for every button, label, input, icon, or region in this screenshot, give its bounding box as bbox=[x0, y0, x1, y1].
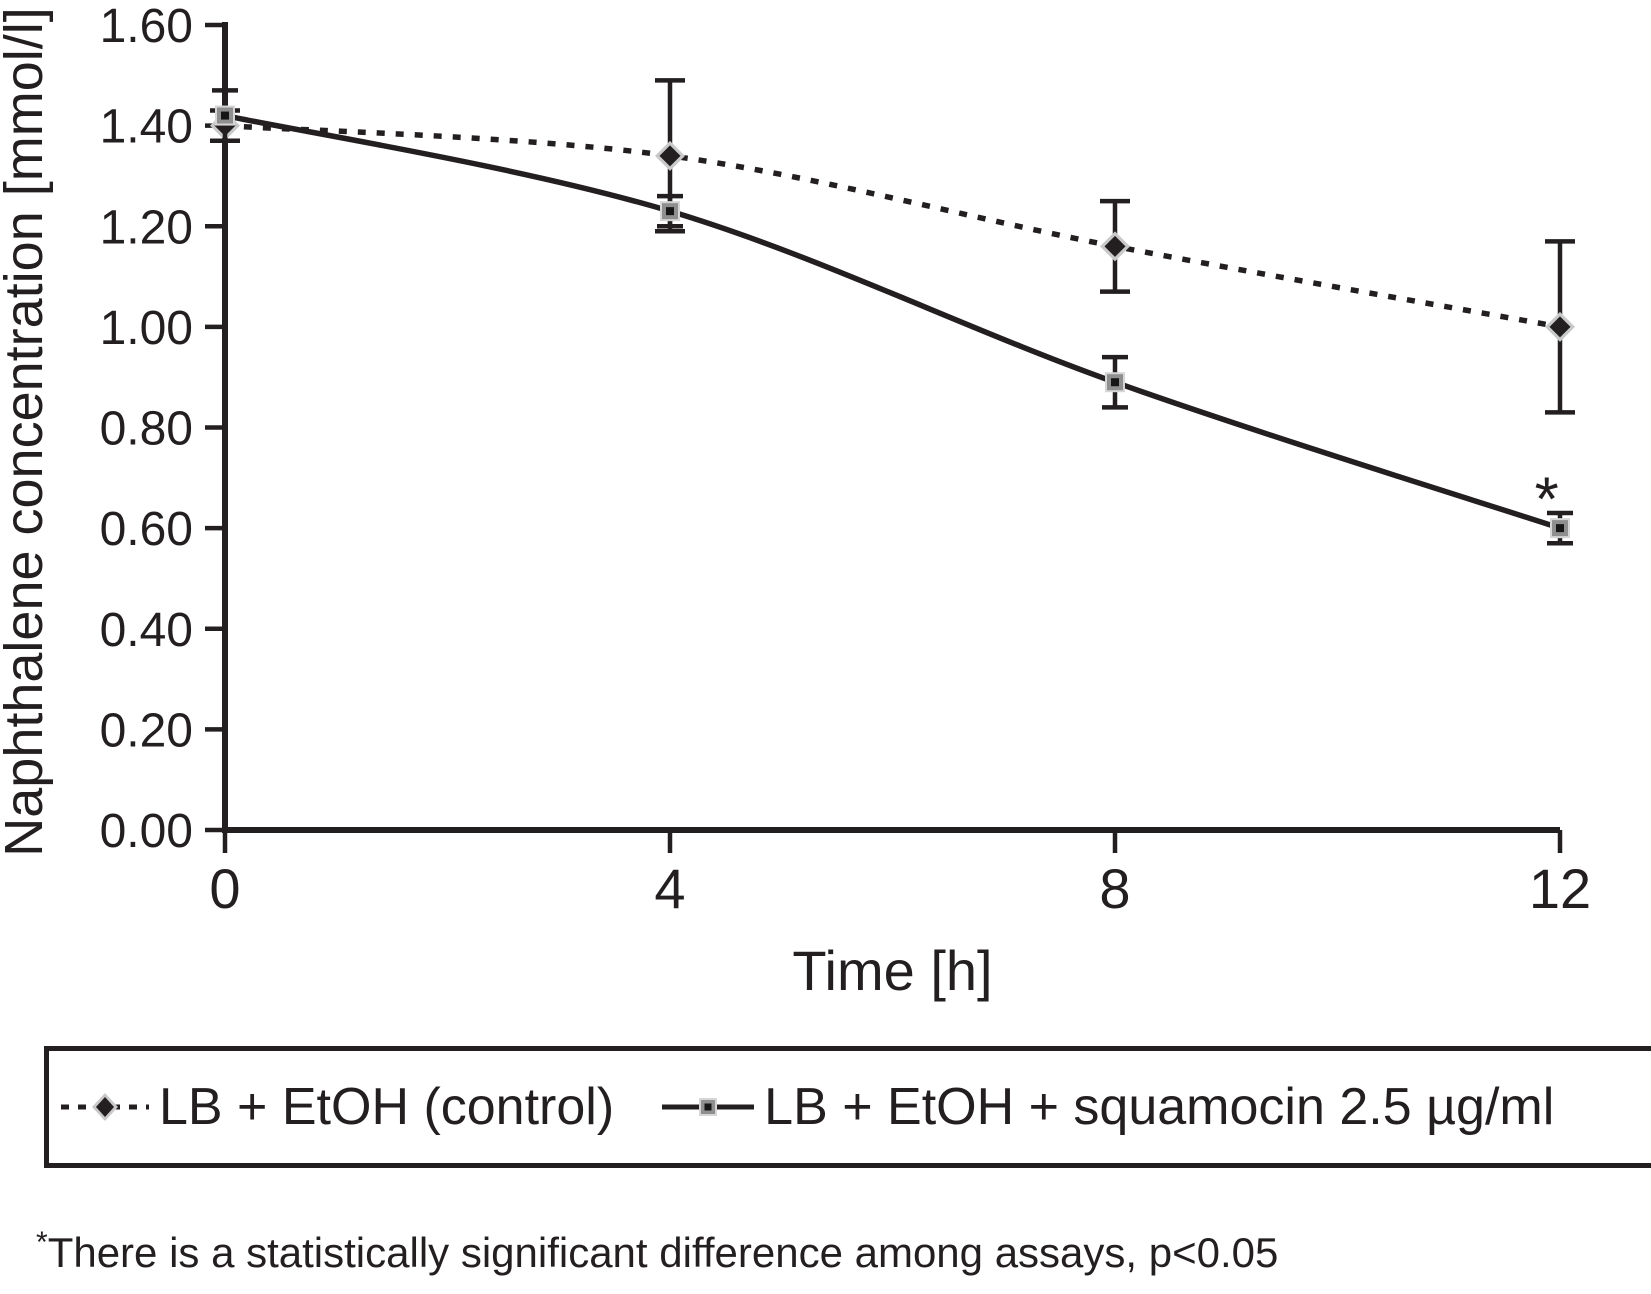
square-marker-icon bbox=[1111, 378, 1119, 387]
series-1-markers bbox=[215, 105, 1570, 539]
x-axis-title: Time [h] bbox=[792, 939, 992, 1002]
series-0-line bbox=[224, 122, 1561, 330]
diamond-dotted-marker-icon bbox=[61, 1093, 149, 1121]
y-tick-label: 0.80 bbox=[100, 403, 193, 456]
x-tick-label: 12 bbox=[1529, 857, 1591, 920]
x-tick-label: 4 bbox=[654, 857, 685, 920]
x-tick-label: 8 bbox=[1099, 857, 1130, 920]
legend: LB + EtOH (control) LB + EtOH + squamoci… bbox=[44, 1046, 1651, 1168]
y-tick-label: 1.60 bbox=[100, 0, 193, 53]
significance-asterisk: * bbox=[1535, 466, 1559, 535]
square-marker-icon bbox=[666, 207, 674, 216]
y-tick-label: 0.40 bbox=[100, 604, 193, 657]
series-1-line bbox=[224, 112, 1561, 531]
y-axis-title: Naphthalene concentration [mmol/l] bbox=[0, 7, 54, 856]
footnote-text: There is a statistically significant dif… bbox=[47, 1229, 1279, 1276]
y-tick-label: 1.20 bbox=[100, 201, 193, 254]
diamond-marker-icon bbox=[1549, 316, 1571, 338]
x-axis: 0 4 8 12 bbox=[209, 827, 1591, 920]
y-tick-label: 0.00 bbox=[100, 805, 193, 858]
legend-label-control: LB + EtOH (control) bbox=[159, 1078, 615, 1136]
x-tick-label: 0 bbox=[209, 857, 240, 920]
legend-entry-squamocin: LB + EtOH + squamocin 2.5 µg/ml bbox=[660, 1081, 1554, 1133]
footnote-asterisk: * bbox=[36, 1226, 48, 1259]
y-tick-label: 0.60 bbox=[100, 503, 193, 556]
square-marker-icon bbox=[221, 111, 229, 120]
line-chart: 0.00 0.20 0.40 0.60 0.80 1.00 1.20 1.40 1.60 0 4 8 1… bbox=[0, 0, 1591, 1002]
y-axis: 0.00 0.20 0.40 0.60 0.80 1.00 1.20 1.40 1.60 bbox=[100, 0, 228, 858]
y-tick-label: 1.00 bbox=[100, 302, 193, 355]
series-1-error-bars bbox=[212, 88, 1573, 546]
series-0-error-bars bbox=[210, 78, 1575, 415]
legend-label-squamocin: LB + EtOH + squamocin 2.5 µg/ml bbox=[764, 1078, 1555, 1136]
diamond-marker-icon bbox=[1104, 235, 1126, 257]
legend-entry-control: LB + EtOH (control) bbox=[59, 1081, 614, 1133]
square-marker-icon bbox=[1556, 524, 1564, 533]
diamond-marker-icon bbox=[659, 145, 681, 167]
square-solid-marker-icon bbox=[662, 1098, 755, 1116]
y-tick-label: 1.40 bbox=[100, 101, 193, 154]
y-tick-label: 0.20 bbox=[100, 704, 193, 757]
footnote: *There is a statistically significant di… bbox=[36, 1226, 1278, 1277]
series-0-markers bbox=[210, 110, 1575, 342]
